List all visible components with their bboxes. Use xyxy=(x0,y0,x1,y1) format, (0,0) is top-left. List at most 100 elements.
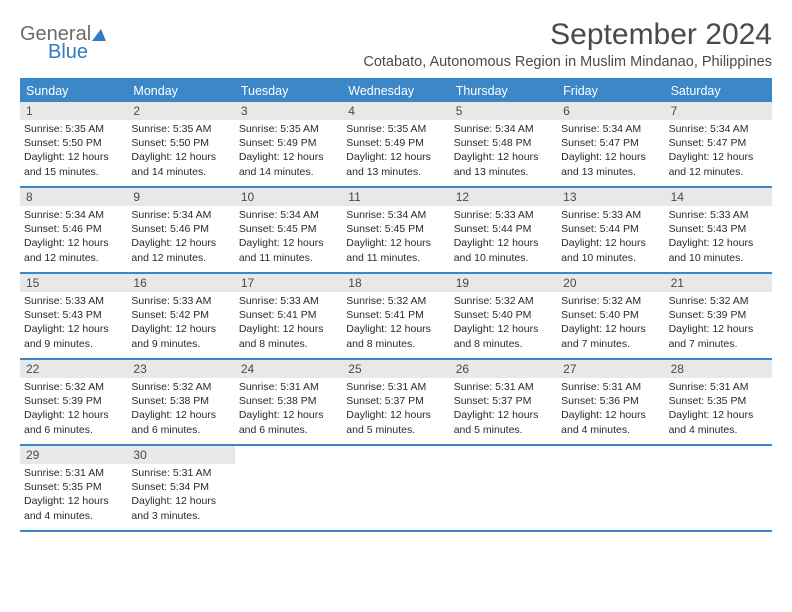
calendar-cell xyxy=(665,446,772,530)
day-details: Sunrise: 5:31 AMSunset: 5:35 PMDaylight:… xyxy=(20,464,127,527)
location-subtitle: Cotabato, Autonomous Region in Muslim Mi… xyxy=(363,54,772,70)
calendar-cell: 2Sunrise: 5:35 AMSunset: 5:50 PMDaylight… xyxy=(127,102,234,186)
day-header: Monday xyxy=(127,80,234,102)
logo-text: General Blue xyxy=(20,24,107,62)
day-number: 15 xyxy=(20,274,127,292)
calendar-cell: 18Sunrise: 5:32 AMSunset: 5:41 PMDayligh… xyxy=(342,274,449,358)
calendar-cell: 10Sunrise: 5:34 AMSunset: 5:45 PMDayligh… xyxy=(235,188,342,272)
day-number: 8 xyxy=(20,188,127,206)
logo-triangle-icon xyxy=(92,29,108,41)
day-number: 18 xyxy=(342,274,449,292)
day-number: 12 xyxy=(450,188,557,206)
calendar-cell: 5Sunrise: 5:34 AMSunset: 5:48 PMDaylight… xyxy=(450,102,557,186)
day-number: 6 xyxy=(557,102,664,120)
calendar-cell: 12Sunrise: 5:33 AMSunset: 5:44 PMDayligh… xyxy=(450,188,557,272)
calendar-cell xyxy=(342,446,449,530)
calendar-cell: 16Sunrise: 5:33 AMSunset: 5:42 PMDayligh… xyxy=(127,274,234,358)
day-details: Sunrise: 5:34 AMSunset: 5:46 PMDaylight:… xyxy=(127,206,234,269)
day-details: Sunrise: 5:34 AMSunset: 5:48 PMDaylight:… xyxy=(450,120,557,183)
calendar-cell: 27Sunrise: 5:31 AMSunset: 5:36 PMDayligh… xyxy=(557,360,664,444)
calendar-cell: 21Sunrise: 5:32 AMSunset: 5:39 PMDayligh… xyxy=(665,274,772,358)
day-number: 22 xyxy=(20,360,127,378)
day-number: 14 xyxy=(665,188,772,206)
calendar-cell: 7Sunrise: 5:34 AMSunset: 5:47 PMDaylight… xyxy=(665,102,772,186)
calendar-cell: 17Sunrise: 5:33 AMSunset: 5:41 PMDayligh… xyxy=(235,274,342,358)
day-number: 26 xyxy=(450,360,557,378)
day-details: Sunrise: 5:35 AMSunset: 5:50 PMDaylight:… xyxy=(20,120,127,183)
day-number: 4 xyxy=(342,102,449,120)
calendar-week: 1Sunrise: 5:35 AMSunset: 5:50 PMDaylight… xyxy=(20,102,772,188)
calendar-cell: 22Sunrise: 5:32 AMSunset: 5:39 PMDayligh… xyxy=(20,360,127,444)
day-details: Sunrise: 5:31 AMSunset: 5:35 PMDaylight:… xyxy=(665,378,772,441)
day-details: Sunrise: 5:35 AMSunset: 5:50 PMDaylight:… xyxy=(127,120,234,183)
calendar-cell: 24Sunrise: 5:31 AMSunset: 5:38 PMDayligh… xyxy=(235,360,342,444)
day-details: Sunrise: 5:33 AMSunset: 5:43 PMDaylight:… xyxy=(665,206,772,269)
calendar-cell: 1Sunrise: 5:35 AMSunset: 5:50 PMDaylight… xyxy=(20,102,127,186)
calendar-weeks: 1Sunrise: 5:35 AMSunset: 5:50 PMDaylight… xyxy=(20,102,772,532)
calendar-cell xyxy=(450,446,557,530)
calendar-cell xyxy=(235,446,342,530)
logo-word-blue: Blue xyxy=(48,42,107,62)
day-number: 27 xyxy=(557,360,664,378)
calendar-cell: 30Sunrise: 5:31 AMSunset: 5:34 PMDayligh… xyxy=(127,446,234,530)
day-details: Sunrise: 5:34 AMSunset: 5:45 PMDaylight:… xyxy=(235,206,342,269)
title-block: September 2024 Cotabato, Autonomous Regi… xyxy=(363,18,772,70)
calendar-week: 29Sunrise: 5:31 AMSunset: 5:35 PMDayligh… xyxy=(20,446,772,532)
day-number: 13 xyxy=(557,188,664,206)
day-number: 29 xyxy=(20,446,127,464)
calendar-cell xyxy=(557,446,664,530)
calendar-cell: 29Sunrise: 5:31 AMSunset: 5:35 PMDayligh… xyxy=(20,446,127,530)
calendar-cell: 15Sunrise: 5:33 AMSunset: 5:43 PMDayligh… xyxy=(20,274,127,358)
day-details: Sunrise: 5:34 AMSunset: 5:46 PMDaylight:… xyxy=(20,206,127,269)
day-number: 28 xyxy=(665,360,772,378)
day-headers-row: SundayMondayTuesdayWednesdayThursdayFrid… xyxy=(20,80,772,102)
day-number: 5 xyxy=(450,102,557,120)
calendar-cell: 23Sunrise: 5:32 AMSunset: 5:38 PMDayligh… xyxy=(127,360,234,444)
calendar-cell: 9Sunrise: 5:34 AMSunset: 5:46 PMDaylight… xyxy=(127,188,234,272)
day-details: Sunrise: 5:34 AMSunset: 5:47 PMDaylight:… xyxy=(557,120,664,183)
calendar-cell: 14Sunrise: 5:33 AMSunset: 5:43 PMDayligh… xyxy=(665,188,772,272)
day-number: 2 xyxy=(127,102,234,120)
header: General Blue September 2024 Cotabato, Au… xyxy=(20,18,772,70)
day-header: Saturday xyxy=(665,80,772,102)
calendar-week: 8Sunrise: 5:34 AMSunset: 5:46 PMDaylight… xyxy=(20,188,772,274)
calendar-cell: 28Sunrise: 5:31 AMSunset: 5:35 PMDayligh… xyxy=(665,360,772,444)
day-number: 21 xyxy=(665,274,772,292)
day-number: 23 xyxy=(127,360,234,378)
day-number: 7 xyxy=(665,102,772,120)
calendar-cell: 25Sunrise: 5:31 AMSunset: 5:37 PMDayligh… xyxy=(342,360,449,444)
day-number: 16 xyxy=(127,274,234,292)
calendar-cell: 20Sunrise: 5:32 AMSunset: 5:40 PMDayligh… xyxy=(557,274,664,358)
day-details: Sunrise: 5:33 AMSunset: 5:44 PMDaylight:… xyxy=(557,206,664,269)
day-details: Sunrise: 5:32 AMSunset: 5:38 PMDaylight:… xyxy=(127,378,234,441)
day-header: Sunday xyxy=(20,80,127,102)
day-number: 1 xyxy=(20,102,127,120)
calendar-cell: 8Sunrise: 5:34 AMSunset: 5:46 PMDaylight… xyxy=(20,188,127,272)
day-number: 25 xyxy=(342,360,449,378)
calendar: SundayMondayTuesdayWednesdayThursdayFrid… xyxy=(20,78,772,532)
day-header: Thursday xyxy=(450,80,557,102)
day-details: Sunrise: 5:33 AMSunset: 5:41 PMDaylight:… xyxy=(235,292,342,355)
day-details: Sunrise: 5:32 AMSunset: 5:39 PMDaylight:… xyxy=(665,292,772,355)
day-number: 10 xyxy=(235,188,342,206)
day-number: 30 xyxy=(127,446,234,464)
day-details: Sunrise: 5:35 AMSunset: 5:49 PMDaylight:… xyxy=(235,120,342,183)
calendar-cell: 13Sunrise: 5:33 AMSunset: 5:44 PMDayligh… xyxy=(557,188,664,272)
day-number: 9 xyxy=(127,188,234,206)
calendar-cell: 19Sunrise: 5:32 AMSunset: 5:40 PMDayligh… xyxy=(450,274,557,358)
day-details: Sunrise: 5:34 AMSunset: 5:47 PMDaylight:… xyxy=(665,120,772,183)
logo: General Blue xyxy=(20,18,107,62)
day-header: Wednesday xyxy=(342,80,449,102)
day-details: Sunrise: 5:32 AMSunset: 5:40 PMDaylight:… xyxy=(450,292,557,355)
day-number: 3 xyxy=(235,102,342,120)
day-number: 20 xyxy=(557,274,664,292)
day-header: Tuesday xyxy=(235,80,342,102)
day-details: Sunrise: 5:33 AMSunset: 5:44 PMDaylight:… xyxy=(450,206,557,269)
day-details: Sunrise: 5:32 AMSunset: 5:41 PMDaylight:… xyxy=(342,292,449,355)
calendar-week: 15Sunrise: 5:33 AMSunset: 5:43 PMDayligh… xyxy=(20,274,772,360)
day-details: Sunrise: 5:31 AMSunset: 5:38 PMDaylight:… xyxy=(235,378,342,441)
day-details: Sunrise: 5:32 AMSunset: 5:39 PMDaylight:… xyxy=(20,378,127,441)
day-details: Sunrise: 5:31 AMSunset: 5:36 PMDaylight:… xyxy=(557,378,664,441)
day-details: Sunrise: 5:33 AMSunset: 5:43 PMDaylight:… xyxy=(20,292,127,355)
day-details: Sunrise: 5:32 AMSunset: 5:40 PMDaylight:… xyxy=(557,292,664,355)
